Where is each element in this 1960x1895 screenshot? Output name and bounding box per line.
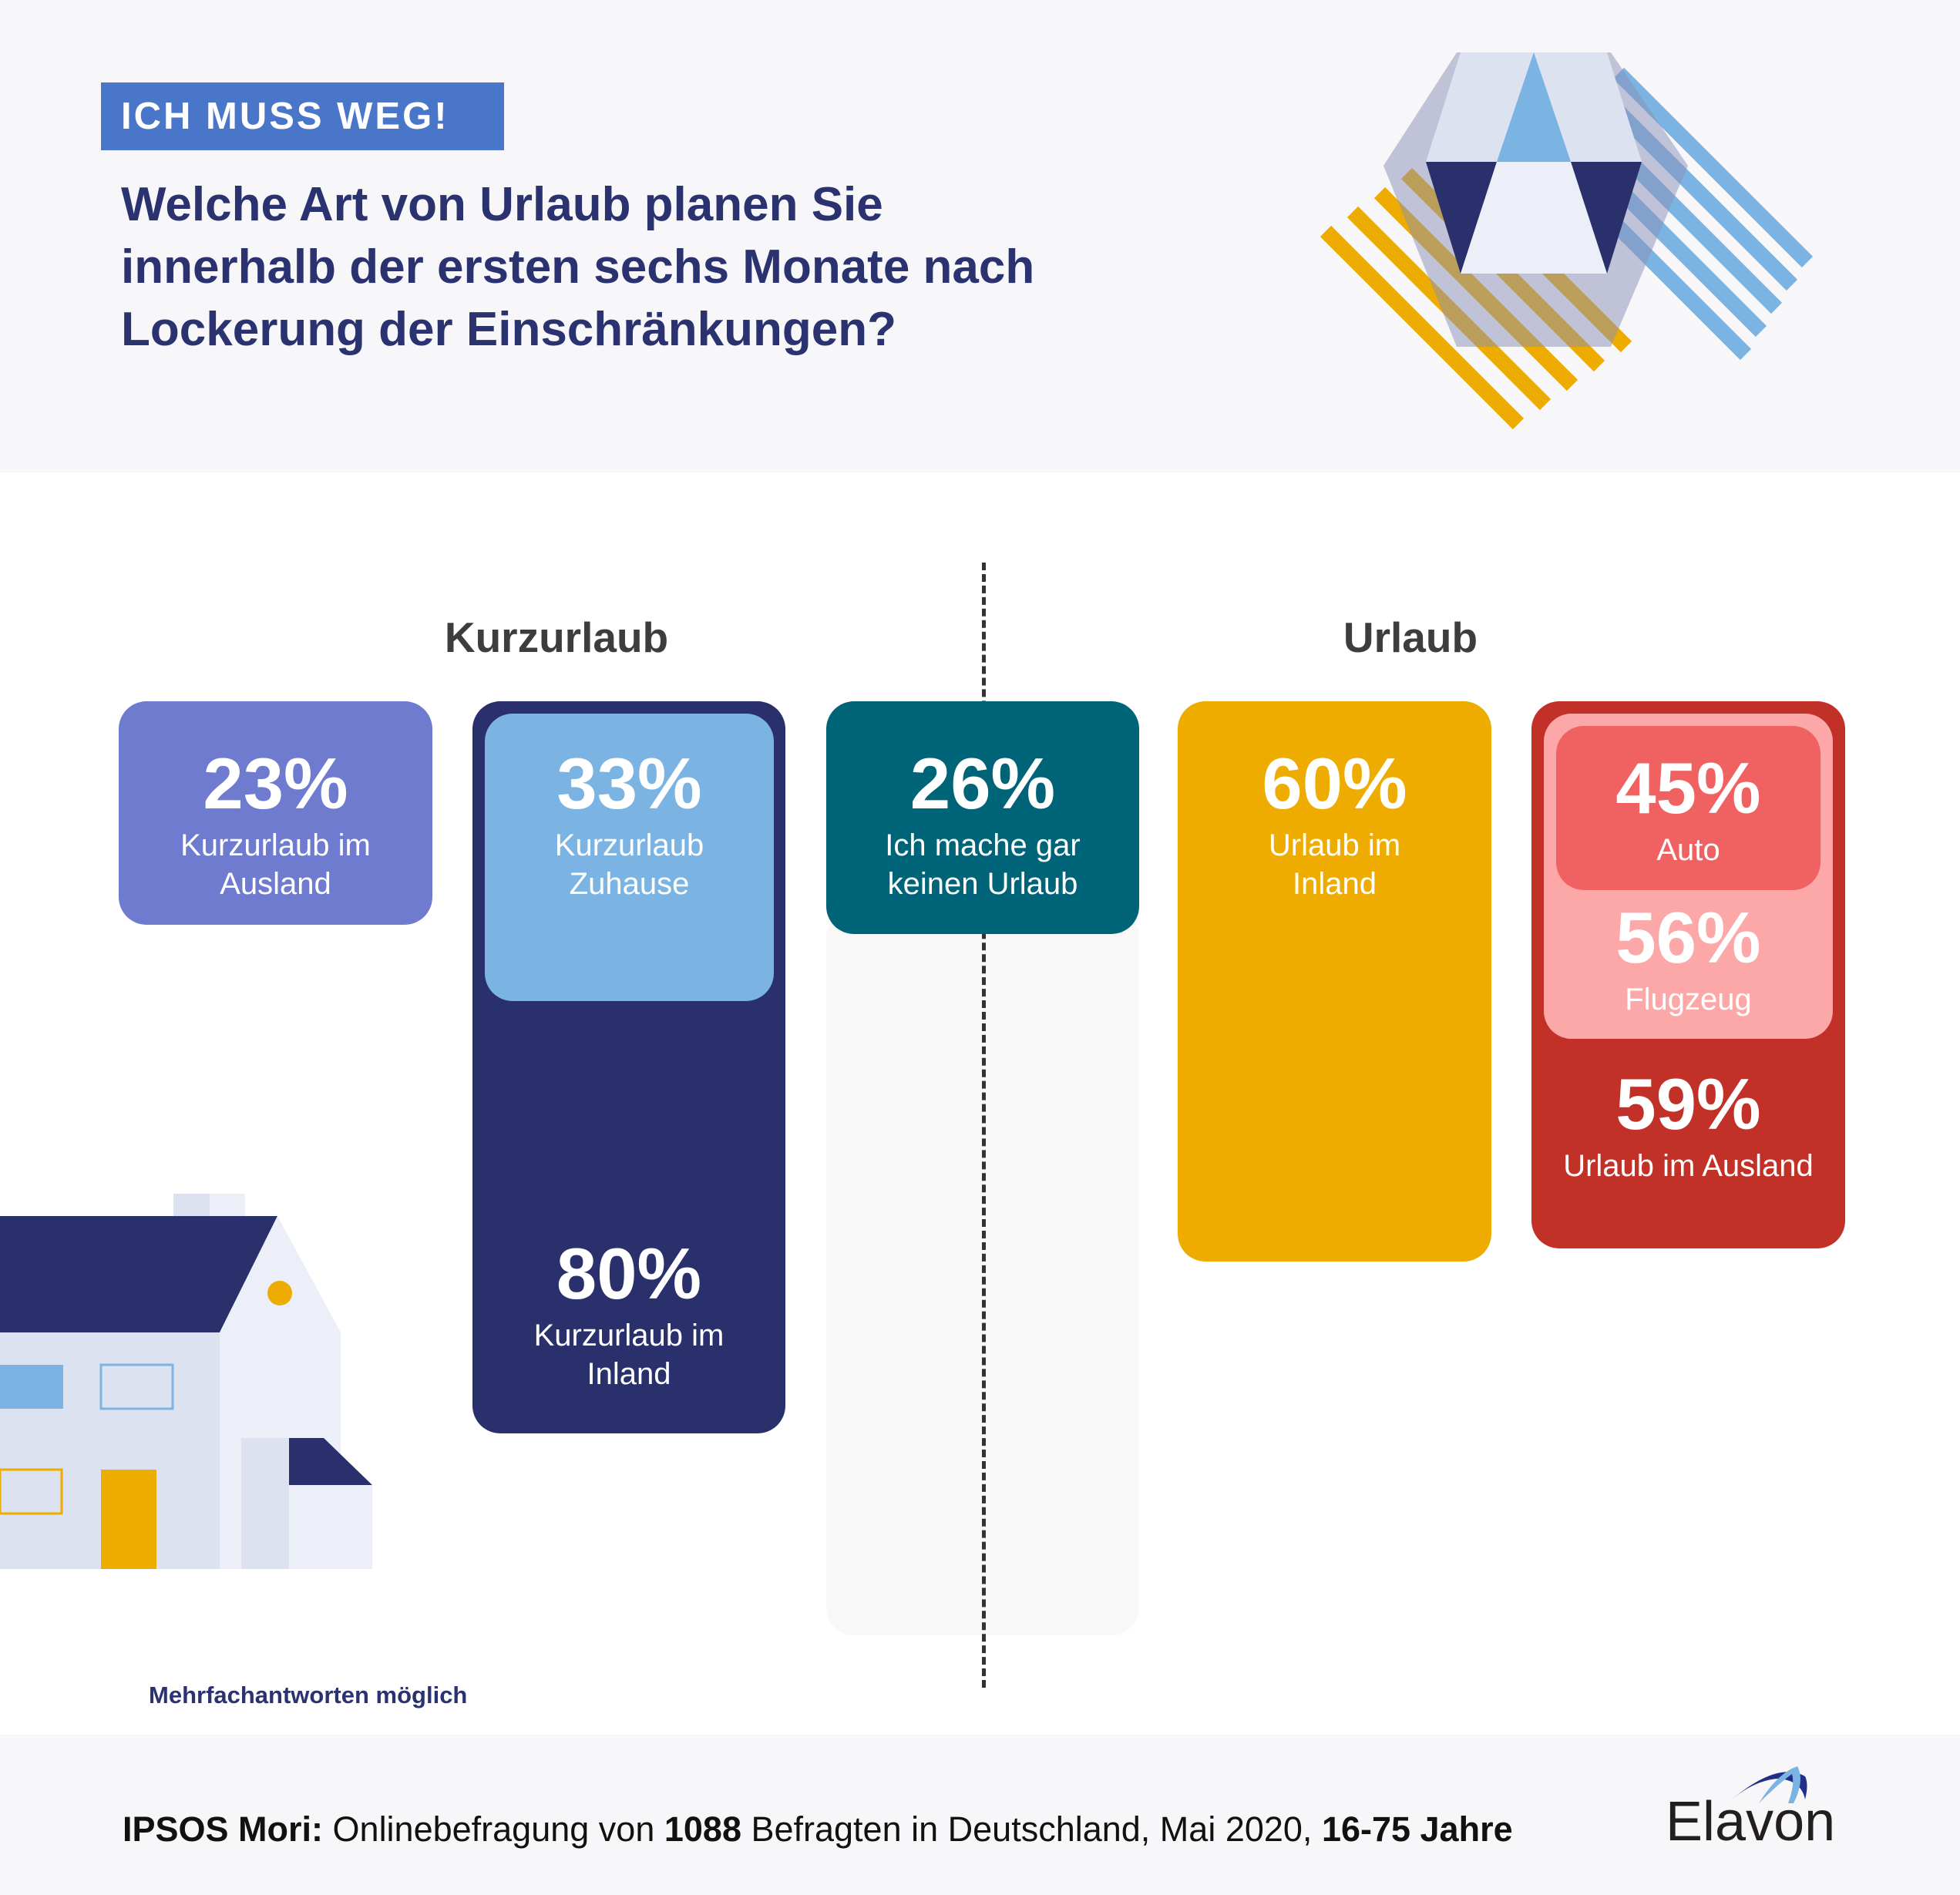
- stat-label: Kurzurlaub im: [180, 828, 371, 862]
- stat-card-kurzurlaub-inland: 33% Kurzurlaub Zuhause 80% Kurzurlaub im…: [472, 701, 785, 1433]
- stat-card-urlaub-ausland: 56% Flugzeug 45% Auto 59% Urlaub im Ausl…: [1531, 701, 1845, 1248]
- stat-card-kein-urlaub: 26% Ich mache gar keinen Urlaub: [826, 701, 1139, 934]
- logo-swoosh-icon: [1732, 1766, 1807, 1803]
- stat-ausland-text: 59% Urlaub im Ausland: [1531, 1062, 1845, 1185]
- source-text: IPSOS Mori: Onlinebefragung von 1088 Bef…: [123, 1809, 1513, 1850]
- stat-label: Auto: [1656, 833, 1720, 867]
- logo-text: Elavon: [1666, 1791, 1836, 1853]
- stat-card-kurzurlaub-zuhause: 33% Kurzurlaub Zuhause: [485, 714, 774, 1001]
- section-label-kurzurlaub: Kurzurlaub: [444, 613, 669, 661]
- decorative-geometric-graphic: [1320, 52, 1814, 430]
- stat-card-flugzeug: 56% Flugzeug 45% Auto: [1544, 714, 1833, 1039]
- source-part: Befragten in Deutschland, Mai 2020,: [741, 1809, 1322, 1849]
- sample-size: 1088: [664, 1809, 741, 1849]
- stat-card-urlaub-inland: 60% Urlaub im Inland: [1178, 701, 1491, 1262]
- stat-label: Urlaub im Ausland: [1563, 1149, 1814, 1183]
- stat-value: 56%: [1615, 897, 1761, 978]
- stat-label: Inland: [587, 1357, 671, 1391]
- title-line: Lockerung der Einschränkungen?: [121, 303, 896, 356]
- title-line: innerhalb der ersten sechs Monate nach: [121, 240, 1035, 294]
- divider-dashed-line: [982, 563, 986, 1688]
- stat-label: keinen Urlaub: [887, 867, 1078, 901]
- stat-label: Ich mache gar: [885, 828, 1081, 862]
- section-label-urlaub: Urlaub: [1343, 613, 1478, 661]
- stat-card-auto: 45% Auto: [1556, 726, 1820, 890]
- stat-label: Flugzeug: [1625, 983, 1752, 1016]
- age-range: 16-75 Jahre: [1321, 1809, 1513, 1849]
- stat-label: Kurzurlaub: [554, 828, 704, 862]
- stat-value: 23%: [203, 743, 348, 824]
- stat-value: 80%: [556, 1233, 702, 1314]
- stat-label: Ausland: [220, 867, 331, 901]
- stat-value: 26%: [909, 743, 1056, 824]
- stat-inland-text: 80% Kurzurlaub im Inland: [472, 1231, 785, 1393]
- source-part: Onlinebefragung von: [323, 1809, 664, 1849]
- stat-flugzeug-text: 56% Flugzeug: [1544, 895, 1833, 1019]
- stat-label: Zuhause: [569, 867, 690, 901]
- stat-label: Kurzurlaub im: [533, 1319, 724, 1352]
- stat-label: Inland: [1293, 867, 1377, 901]
- stat-value: 33%: [556, 743, 702, 824]
- elavon-logo: Elavon: [1662, 1765, 1847, 1853]
- stat-value: 45%: [1615, 748, 1761, 828]
- footnote: Mehrfachantworten möglich: [149, 1682, 468, 1709]
- title-line: Welche Art von Urlaub planen Sie: [121, 178, 883, 231]
- stat-value: 59%: [1615, 1063, 1761, 1144]
- category-badge: ICH MUSS WEG!: [101, 82, 504, 150]
- stat-label: Urlaub im: [1268, 828, 1401, 862]
- footer: [0, 1735, 1960, 1895]
- house-illustration: [0, 1194, 372, 1569]
- stat-value: 60%: [1262, 743, 1407, 824]
- stat-card-kurzurlaub-ausland: 23% Kurzurlaub im Ausland: [119, 701, 432, 925]
- page-title: Welche Art von Urlaub planen Sie innerha…: [121, 173, 1200, 361]
- source-org: IPSOS Mori:: [123, 1809, 324, 1849]
